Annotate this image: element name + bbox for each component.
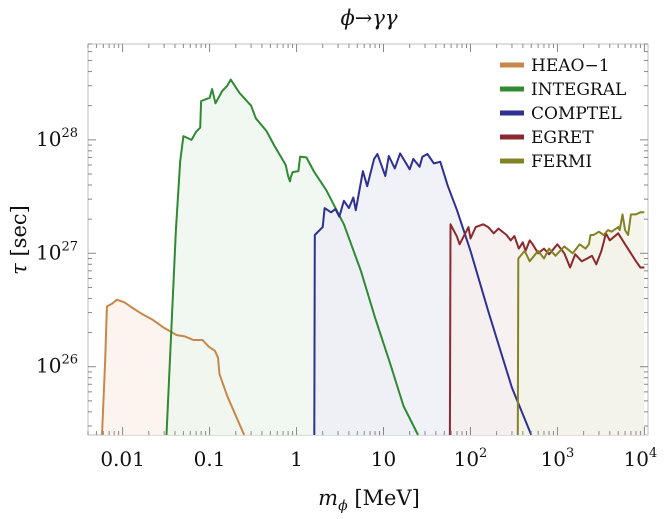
- chart-title: ϕ→γγ: [340, 6, 397, 30]
- series-fill-4: [517, 212, 645, 435]
- series-lines: [101, 78, 645, 436]
- x-tick-label: 102: [454, 446, 488, 471]
- legend: HEAO−1 INTEGRAL COMPTEL EGRET FERMI: [500, 56, 626, 172]
- legend-label-1: INTEGRAL: [531, 80, 626, 100]
- legend-label-4: FERMI: [531, 152, 592, 172]
- x-tick-label: 0.1: [194, 447, 226, 471]
- legend-label-3: EGRET: [531, 128, 594, 148]
- axis-ticks: 0.01 0.1 1 10 102 103 104 1026 1027 1028: [36, 43, 658, 471]
- series-line-2: [313, 152, 533, 436]
- x-tick-label: 103: [541, 446, 575, 471]
- series-line-1: [165, 78, 419, 436]
- y-tick-label: 1028: [36, 126, 78, 151]
- x-axis-title: mϕ [MeV]: [318, 486, 420, 514]
- series-line-3: [448, 223, 645, 436]
- y-axis-title: τ [sec]: [7, 205, 31, 275]
- x-tick-label: 0.01: [100, 447, 145, 471]
- y-tick-label: 1026: [36, 353, 78, 378]
- y-tick-label: 1027: [36, 239, 78, 264]
- legend-label-2: COMPTEL: [531, 104, 622, 124]
- series-fills: [102, 79, 645, 435]
- x-tick-label: 10: [371, 447, 396, 471]
- x-tick-label: 104: [624, 446, 658, 471]
- x-tick-label: 1: [290, 447, 303, 471]
- legend-label-0: HEAO−1: [531, 56, 610, 76]
- series-line-4: [516, 211, 645, 436]
